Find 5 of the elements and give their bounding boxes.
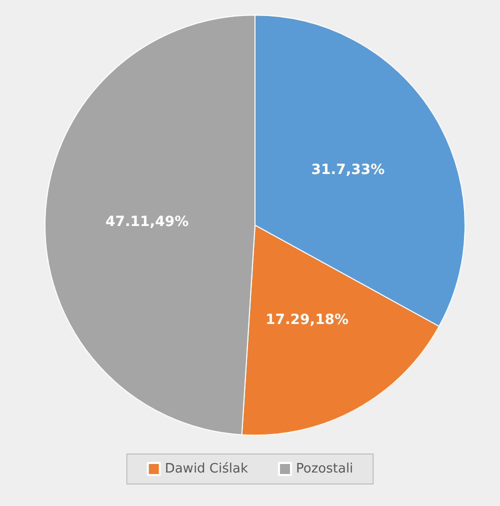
legend-label: Dawid Ciślak: [164, 462, 248, 476]
data-label: 47.11,49%: [105, 214, 189, 230]
legend-label: Pozostali: [296, 462, 354, 476]
data-label: 17.29,18%: [265, 312, 349, 328]
data-label: 31.7,33%: [311, 162, 385, 178]
